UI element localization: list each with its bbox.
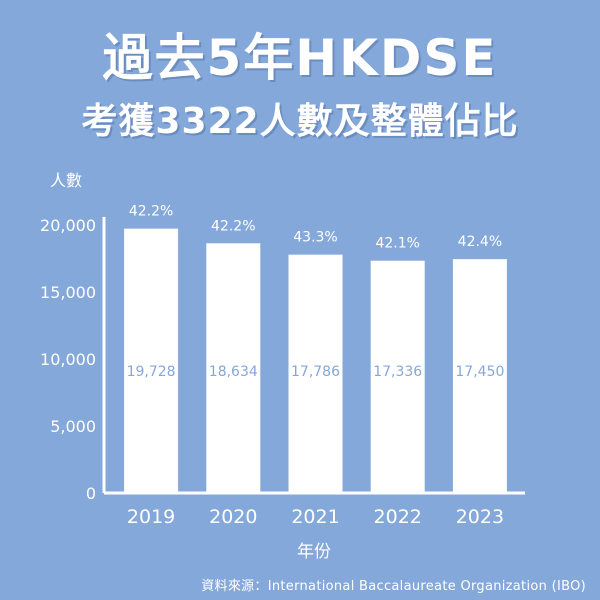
y-tick-label: 20,000 [40,216,96,235]
y-tick-label: 15,000 [40,283,96,302]
bar [288,254,343,492]
bar-percent-label: 42.2% [129,204,173,220]
source-note: 資料來源：International Baccalaureate Organiz… [201,579,586,594]
y-tick-label: 10,000 [40,350,96,369]
bar-value-label: 17,786 [291,364,340,380]
y-axis-label: 人數 [50,171,82,190]
x-tick-label: 2023 [456,506,504,528]
bar-percent-label: 43.3% [293,230,337,246]
bar-value-label: 17,336 [373,364,422,380]
x-tick-label: 2021 [291,506,339,528]
bar-percent-label: 42.1% [375,236,419,252]
bar-value-label: 17,450 [455,364,504,380]
bar [206,243,261,492]
bar-percent-label: 42.4% [458,234,502,250]
chart-title: 過去5年HKDSE [102,29,498,87]
x-tick-label: 2020 [209,506,257,528]
bar [370,260,425,492]
x-tick-label: 2019 [127,506,175,528]
bar [124,228,179,492]
y-tick-label: 0 [86,484,96,503]
y-tick-label: 5,000 [50,417,96,436]
x-axis-label: 年份 [297,542,331,562]
chart-subtitle: 考獲3322人數及整體佔比 [81,101,519,142]
bar-value-label: 18,634 [209,364,258,380]
bar-value-label: 19,728 [127,364,176,380]
bar [452,259,507,492]
x-tick-label: 2022 [374,506,422,528]
bar-percent-label: 42.2% [211,218,255,234]
